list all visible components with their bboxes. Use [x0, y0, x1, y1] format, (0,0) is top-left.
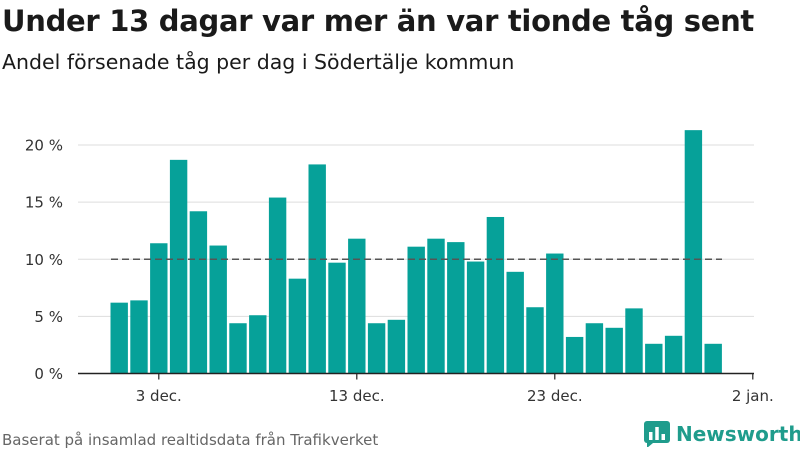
bar — [526, 307, 544, 374]
bar — [288, 278, 307, 374]
bar — [150, 243, 168, 374]
bar — [110, 302, 128, 374]
bar — [308, 164, 326, 374]
bar — [209, 245, 227, 374]
y-tick-label: 10 % — [25, 251, 63, 269]
x-tick-label: 2 jan. — [732, 387, 774, 405]
bar-chart-logo-icon — [644, 421, 670, 447]
bar — [169, 159, 188, 374]
bar — [268, 197, 287, 374]
bar — [466, 261, 485, 374]
bar — [367, 323, 386, 374]
y-tick-label: 20 % — [25, 137, 63, 155]
chart-title: Under 13 dagar var mer än var tionde tåg… — [2, 4, 754, 38]
bar — [486, 216, 505, 374]
y-tick-label: 5 % — [34, 308, 63, 326]
brand-logo: Newsworthy — [644, 420, 800, 448]
bar — [546, 253, 564, 374]
bar — [407, 246, 425, 374]
y-tick-label: 0 % — [34, 365, 63, 383]
bar — [625, 308, 643, 374]
bar — [704, 343, 722, 374]
source-note: Baserat på insamlad realtidsdata från Tr… — [2, 431, 379, 449]
x-tick-label: 3 dec. — [136, 387, 182, 405]
bar — [585, 323, 604, 374]
bar — [229, 323, 247, 374]
bar — [130, 300, 148, 374]
brand-name: Newsworthy — [676, 422, 800, 446]
bar — [664, 335, 683, 374]
bar — [249, 315, 267, 374]
x-tick-label: 23 dec. — [527, 387, 583, 405]
bar — [645, 343, 663, 374]
bar — [348, 238, 366, 374]
bar — [447, 242, 465, 374]
bar — [684, 130, 703, 374]
bar — [189, 211, 208, 374]
bar — [387, 319, 406, 374]
bar — [427, 238, 445, 374]
chart-subtitle: Andel försenade tåg per dag i Södertälje… — [2, 50, 515, 74]
bar — [565, 336, 584, 374]
bar — [328, 262, 346, 374]
x-tick-label: 13 dec. — [329, 387, 385, 405]
bar — [605, 327, 623, 374]
y-tick-label: 15 % — [25, 194, 63, 212]
bar — [506, 271, 524, 374]
